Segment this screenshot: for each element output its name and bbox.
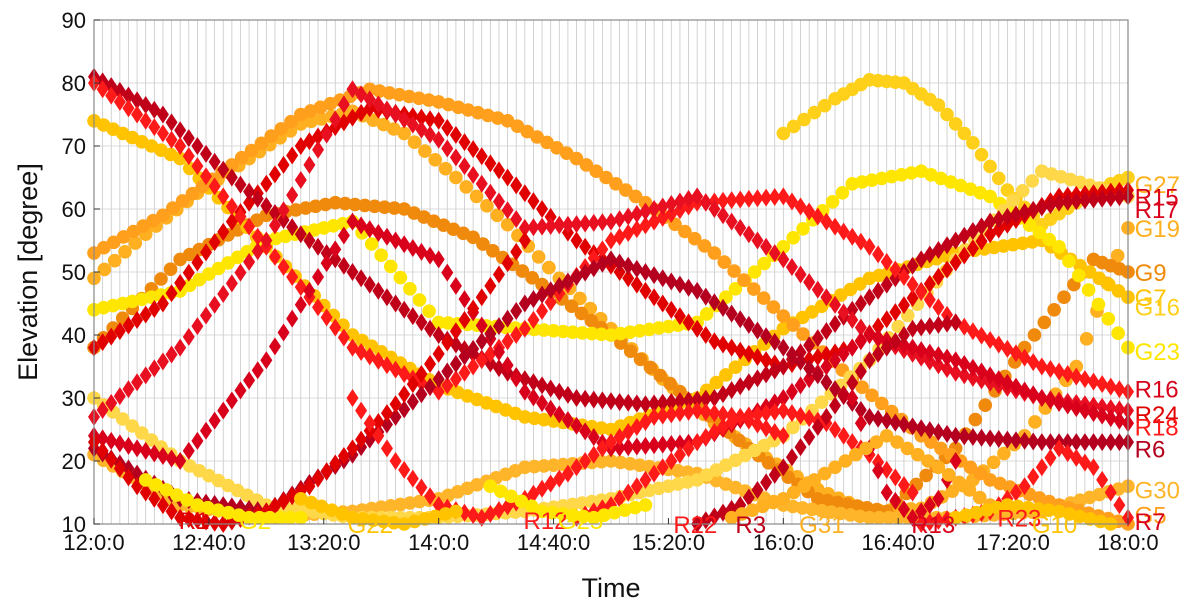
data-point bbox=[374, 248, 388, 262]
data-point bbox=[1028, 415, 1042, 429]
satellite-label-G23: G23 bbox=[1135, 339, 1180, 366]
data-point bbox=[992, 171, 1006, 185]
data-point bbox=[449, 505, 463, 519]
satellite-label-G10: G10 bbox=[1032, 512, 1077, 539]
data-point bbox=[542, 261, 556, 275]
satellite-label-G2: G2 bbox=[239, 508, 271, 535]
y-tick-label: 50 bbox=[62, 260, 86, 285]
data-point bbox=[1047, 303, 1061, 317]
data-point bbox=[1037, 316, 1051, 330]
data-point bbox=[1062, 254, 1076, 268]
data-point bbox=[118, 245, 132, 259]
data-point bbox=[129, 236, 143, 250]
data-point bbox=[154, 272, 168, 286]
data-point bbox=[966, 136, 980, 150]
data-point bbox=[294, 511, 308, 525]
y-tick-label: 60 bbox=[62, 197, 86, 222]
data-point bbox=[1092, 298, 1106, 312]
satellite-label-G19: G19 bbox=[1135, 216, 1180, 243]
data-point bbox=[978, 398, 992, 412]
satellite-label-R3: R3 bbox=[735, 512, 766, 539]
satellite-label-G22: G22 bbox=[348, 512, 393, 539]
data-point bbox=[418, 144, 432, 158]
data-point bbox=[983, 160, 997, 174]
y-axis-label: Elevation [degree] bbox=[13, 163, 43, 381]
y-tick-label: 70 bbox=[62, 134, 86, 159]
data-point bbox=[408, 135, 422, 149]
satellite-label-R16: R16 bbox=[1135, 377, 1179, 404]
data-point bbox=[397, 127, 411, 141]
data-point bbox=[997, 447, 1011, 461]
x-axis-label: Time bbox=[582, 573, 641, 603]
data-point bbox=[98, 263, 112, 277]
data-point bbox=[428, 153, 442, 167]
data-point bbox=[365, 237, 379, 251]
satellite-label-R1: R1 bbox=[179, 508, 210, 535]
data-point bbox=[1102, 312, 1116, 326]
y-tick-label: 20 bbox=[62, 449, 86, 474]
data-point bbox=[1057, 290, 1071, 304]
data-point bbox=[1052, 240, 1066, 254]
data-point bbox=[639, 498, 653, 512]
data-point bbox=[439, 162, 453, 176]
data-point bbox=[164, 262, 178, 276]
data-point bbox=[1016, 184, 1030, 198]
y-tick-label: 40 bbox=[62, 323, 86, 348]
data-point bbox=[413, 293, 427, 307]
data-point bbox=[1028, 328, 1042, 342]
data-point bbox=[403, 282, 417, 296]
data-point bbox=[1006, 194, 1020, 208]
data-point bbox=[1082, 283, 1096, 297]
data-point bbox=[975, 148, 989, 162]
data-point bbox=[108, 254, 122, 268]
satellite-label-R22: R22 bbox=[673, 512, 717, 539]
data-point bbox=[384, 260, 398, 274]
data-point bbox=[969, 413, 983, 427]
y-tick-label: 90 bbox=[62, 8, 86, 33]
satellite-label-R6: R6 bbox=[1135, 436, 1166, 463]
data-point bbox=[459, 180, 473, 194]
data-point bbox=[422, 304, 436, 318]
satellite-label-G30: G30 bbox=[1135, 477, 1180, 504]
satellite-label-R13: R13 bbox=[911, 512, 955, 539]
data-point bbox=[1072, 269, 1086, 283]
data-point bbox=[1080, 332, 1094, 346]
data-point bbox=[480, 199, 494, 213]
satellite-label-R7: R7 bbox=[1135, 509, 1166, 536]
data-point bbox=[1111, 326, 1125, 340]
y-tick-label: 80 bbox=[62, 71, 86, 96]
y-tick-label: 30 bbox=[62, 386, 86, 411]
x-tick-label: 14:0:0 bbox=[408, 530, 469, 555]
data-point bbox=[532, 250, 546, 264]
data-point bbox=[394, 271, 408, 285]
satellite-label-G31: G31 bbox=[799, 512, 844, 539]
data-point bbox=[1025, 174, 1039, 188]
data-point bbox=[449, 171, 463, 185]
satellite-label-G25: G25 bbox=[558, 508, 603, 535]
satellite-label-G16: G16 bbox=[1135, 295, 1180, 322]
data-point bbox=[987, 455, 1001, 469]
satellite-label-G9: G9 bbox=[1135, 260, 1167, 287]
x-tick-label: 12:0:0 bbox=[63, 530, 124, 555]
